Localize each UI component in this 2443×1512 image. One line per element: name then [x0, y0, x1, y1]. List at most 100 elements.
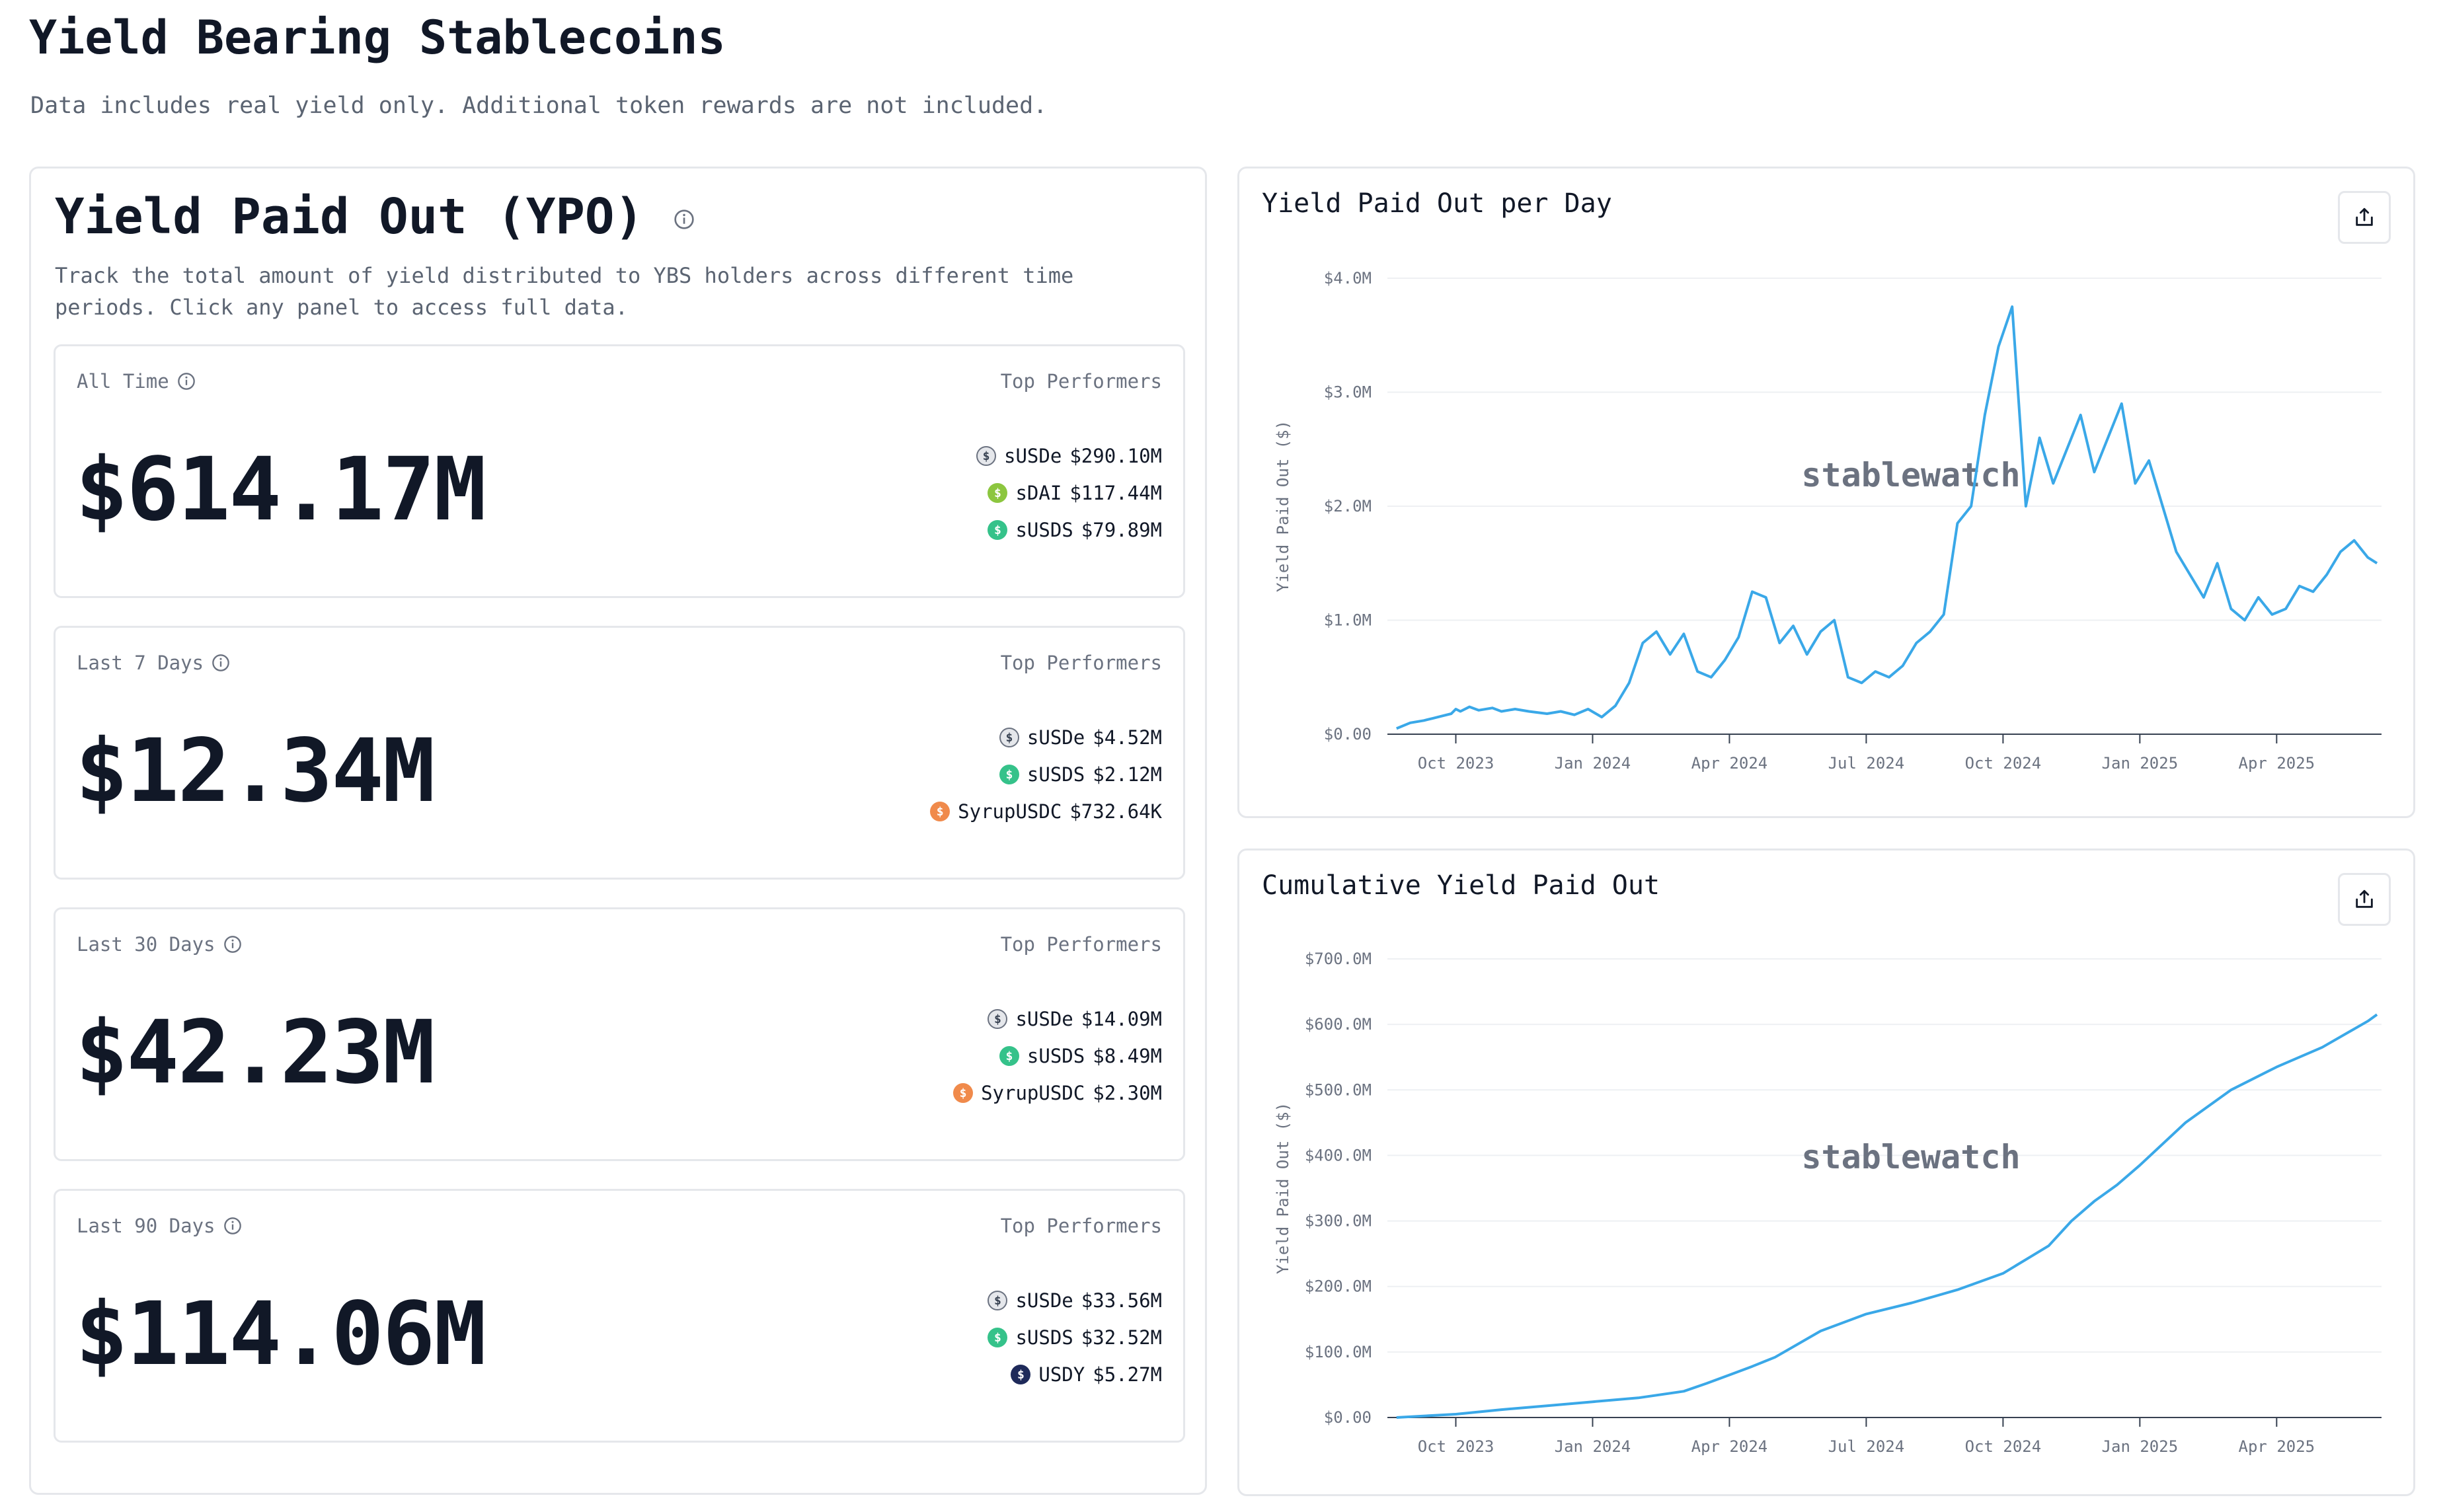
sdai-icon: $ [988, 483, 1008, 503]
susds-icon: $ [999, 1046, 1019, 1066]
daily-chart-panel: Yield Paid Out per Day $0.00 $1.0M $2.0M $3… [1237, 167, 2415, 818]
susds-icon: $ [988, 1328, 1008, 1347]
performer-item: $ sDAI $117.44M [976, 474, 1162, 511]
susde-icon: $ [988, 1009, 1008, 1029]
performer-amount: $4.52M [1093, 726, 1162, 749]
ypo-panel: Yield Paid Out (YPO) Track the total amo… [29, 167, 1207, 1495]
card-period-label: Last 7 Days [77, 652, 230, 674]
y-axis-label: Yield Paid Out ($) [1274, 1102, 1292, 1274]
x-tick-label: Oct 2023 [1418, 754, 1494, 773]
info-icon[interactable] [223, 1217, 242, 1235]
y-tick-label: $0.00 [1324, 725, 1372, 743]
ypo-card[interactable]: All Time Top Performers $614.17M $ sUSDe $290… [54, 344, 1185, 598]
performer-name: sUSDe [1015, 1008, 1073, 1030]
y-tick-label: $200.0M [1305, 1277, 1372, 1296]
performer-item: $ SyrupUSDC $2.30M [953, 1075, 1162, 1112]
x-tick-label: Jan 2024 [1555, 1437, 1631, 1456]
susde-icon: $ [976, 446, 996, 466]
series-line [1396, 305, 2378, 730]
performer-name: SyrupUSDC [958, 800, 1062, 823]
performer-amount: $14.09M [1081, 1008, 1162, 1030]
ypo-title-text: Yield Paid Out (YPO) [55, 188, 644, 245]
performer-name: sUSDS [1015, 1326, 1073, 1349]
performer-item: $ sUSDS $32.52M [988, 1319, 1162, 1356]
info-icon[interactable] [212, 654, 230, 672]
ypo-card[interactable]: Last 7 Days Top Performers $12.34M $ sUSDe $4… [54, 626, 1185, 880]
performer-item: $ sUSDe $4.52M [930, 719, 1162, 756]
y-tick-label: $300.0M [1305, 1212, 1372, 1230]
info-icon[interactable] [223, 935, 242, 954]
x-tick-label: Jul 2024 [1828, 1437, 1905, 1456]
cumulative-chart: $0.00 $100.0M $200.0M $300.0M $400.0M $500.0M… [1274, 950, 2382, 1456]
performer-amount: $117.44M [1069, 482, 1162, 504]
cumulative-chart-title: Cumulative Yield Paid Out [1262, 870, 1660, 901]
share-icon [2356, 889, 2373, 908]
ypo-description: Track the total amount of yield distribu… [55, 263, 1074, 320]
performers-list: $ sUSDe $290.10M $ sDAI $117.44M $ sUSDS $79.89M [976, 437, 1162, 548]
performer-amount: $2.30M [1093, 1082, 1162, 1104]
watermark: stablewatch [1801, 1138, 2020, 1176]
daily-share-button[interactable] [2338, 191, 2391, 244]
performer-name: SyrupUSDC [981, 1082, 1085, 1104]
performer-amount: $2.12M [1093, 763, 1162, 786]
syrupusdc-icon: $ [953, 1083, 974, 1103]
performer-name: USDY [1038, 1363, 1085, 1386]
y-tick-label: $3.0M [1324, 383, 1372, 402]
info-icon[interactable] [177, 372, 196, 391]
performer-item: $ sUSDS $2.12M [930, 756, 1162, 793]
susds-icon: $ [988, 520, 1008, 540]
y-tick-label: $400.0M [1305, 1146, 1372, 1164]
info-icon[interactable] [674, 209, 695, 230]
y-tick-label: $600.0M [1305, 1015, 1372, 1034]
cumulative-share-button[interactable] [2338, 873, 2391, 926]
performers-list: $ sUSDe $4.52M $ sUSDS $2.12M $ SyrupUSDC $732.6… [930, 719, 1162, 830]
y-tick-label: $2.0M [1324, 497, 1372, 515]
susde-icon: $ [988, 1291, 1008, 1310]
x-tick-label: Apr 2024 [1691, 754, 1768, 773]
cumulative-chart-panel: Cumulative Yield Paid Out $0.00 $100.0M $2… [1237, 849, 2415, 1496]
x-tick-label: Oct 2024 [1965, 754, 2042, 773]
y-tick-label: $500.0M [1305, 1080, 1372, 1099]
page-subtitle: Data includes real yield only. Additiona… [30, 93, 1048, 119]
top-performers-label: Top Performers [1000, 1215, 1162, 1237]
card-period-text: Last 7 Days [77, 652, 204, 674]
performer-amount: $32.52M [1081, 1326, 1162, 1349]
performer-name: sDAI [1015, 482, 1062, 504]
card-period-label: Last 90 Days [77, 1215, 242, 1237]
x-tick-label: Jan 2025 [2102, 754, 2179, 773]
x-tick-label: Apr 2025 [2239, 754, 2315, 773]
performer-amount: $33.56M [1081, 1289, 1162, 1312]
card-period-label: Last 30 Days [77, 933, 242, 956]
ypo-card[interactable]: Last 30 Days Top Performers $42.23M $ sUSDe $… [54, 907, 1185, 1161]
y-tick-label: $4.0M [1324, 269, 1372, 287]
x-tick-label: Apr 2025 [2239, 1437, 2315, 1456]
daily-chart: $0.00 $1.0M $2.0M $3.0M $4.0M Oct 2023 Jan 202… [1274, 269, 2382, 773]
performer-item: $ sUSDe $33.56M [988, 1282, 1162, 1319]
performer-name: sUSDe [1015, 1289, 1073, 1312]
ypo-card[interactable]: Last 90 Days Top Performers $114.06M $ sUSDe… [54, 1189, 1185, 1443]
performers-list: $ sUSDe $14.09M $ sUSDS $8.49M $ SyrupUSDC $2.30… [953, 1001, 1162, 1112]
performer-amount: $79.89M [1081, 519, 1162, 541]
x-tick-label: Jul 2024 [1828, 754, 1905, 773]
performer-amount: $5.27M [1093, 1363, 1162, 1386]
performer-name: sUSDe [1027, 726, 1085, 749]
performers-list: $ sUSDe $33.56M $ sUSDS $32.52M $ USDY $5.27M [988, 1282, 1162, 1393]
card-value: $12.34M [75, 720, 435, 822]
y-tick-label: $700.0M [1305, 950, 1372, 968]
performer-item: $ sUSDS $79.89M [976, 511, 1162, 548]
card-period-text: Last 90 Days [77, 1215, 215, 1237]
performer-item: $ sUSDS $8.49M [953, 1038, 1162, 1075]
y-axis-label: Yield Paid Out ($) [1274, 420, 1292, 592]
card-period-text: All Time [77, 370, 169, 393]
susde-icon: $ [999, 728, 1019, 747]
performer-amount: $290.10M [1069, 445, 1162, 467]
card-value: $114.06M [75, 1283, 486, 1385]
daily-chart-title: Yield Paid Out per Day [1262, 188, 1612, 219]
top-performers-label: Top Performers [1000, 933, 1162, 956]
ypo-title: Yield Paid Out (YPO) [55, 188, 695, 245]
share-icon [2356, 208, 2373, 226]
card-period-label: All Time [77, 370, 196, 393]
susds-icon: $ [999, 765, 1019, 784]
series-line [1396, 1013, 2378, 1419]
performer-amount: $8.49M [1093, 1045, 1162, 1067]
